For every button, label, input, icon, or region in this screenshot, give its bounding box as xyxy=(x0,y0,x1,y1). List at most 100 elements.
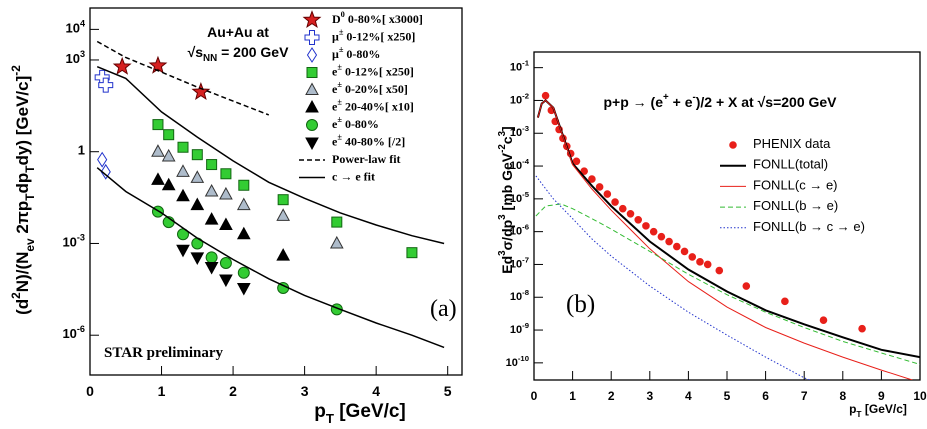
marker xyxy=(781,297,789,306)
legend-label: e± 0-20%[ x50] xyxy=(332,80,408,95)
marker xyxy=(190,170,205,183)
marker xyxy=(276,208,290,221)
marker xyxy=(673,242,681,251)
marker xyxy=(219,217,233,231)
y-tick-label: 10-4 xyxy=(510,157,530,172)
marker xyxy=(329,235,344,249)
x-tick-label: 2 xyxy=(229,383,237,399)
marker xyxy=(696,258,704,266)
marker xyxy=(190,197,205,211)
marker xyxy=(276,248,290,261)
marker xyxy=(152,119,164,131)
marker xyxy=(151,172,165,185)
marker xyxy=(236,226,251,240)
marker xyxy=(206,159,218,171)
legend-label: e± 40-80% [/2] xyxy=(332,133,405,148)
legend-swatch xyxy=(305,137,319,151)
marker xyxy=(703,260,712,269)
legend-label: μ± 0-12%[ x250] xyxy=(332,28,415,43)
legend-swatch xyxy=(306,119,318,131)
plot-frame xyxy=(89,7,463,376)
legend-label: FONLL(b → c → e) xyxy=(753,219,865,234)
legend-swatch xyxy=(306,67,318,78)
panel-b: p+p → (e+ + e-)/2 + X at √s=200 GeV pT [… xyxy=(497,51,927,419)
legend-swatch xyxy=(306,47,318,63)
marker xyxy=(742,282,751,290)
legend-label: e± 0-12%[ x250] xyxy=(332,63,414,78)
marker xyxy=(580,167,588,175)
x-tick-label: 6 xyxy=(762,389,769,403)
marker xyxy=(148,55,168,74)
marker xyxy=(204,261,219,275)
marker xyxy=(541,91,550,100)
x-tick-label: 0 xyxy=(531,389,538,403)
marker xyxy=(406,247,418,259)
marker xyxy=(588,175,596,183)
legend-label: PHENIX data xyxy=(753,136,831,151)
marker xyxy=(642,222,650,230)
series-line xyxy=(535,203,920,365)
y-tick-label: 10-10 xyxy=(506,353,529,368)
annotation: √sNN = 200 GeV xyxy=(188,44,290,64)
chart-title: p+p → (e+ + e-)/2 + X at √s=200 GeV xyxy=(603,92,837,110)
marker xyxy=(819,316,828,324)
marker xyxy=(688,253,697,261)
legend-swatch xyxy=(304,30,320,45)
series-line xyxy=(96,40,270,116)
marker xyxy=(277,194,289,206)
legend-swatch xyxy=(302,10,322,29)
x-tick-label: 3 xyxy=(646,389,653,403)
legend-label: c → e fit xyxy=(332,169,375,183)
x-axis-label: pT [GeV/c] xyxy=(314,401,406,426)
marker xyxy=(205,251,218,264)
marker xyxy=(151,144,165,157)
series-line xyxy=(96,66,445,349)
y-tick-label: 10-1 xyxy=(510,58,530,73)
marker xyxy=(715,266,724,275)
marker xyxy=(219,256,232,269)
y-tick-label: 103 xyxy=(65,49,85,66)
x-axis-label: pT [GeV/c] xyxy=(849,402,907,419)
marker xyxy=(665,237,673,246)
y-tick-label: 10-6 xyxy=(62,325,85,342)
legend-label: FONLL(c → e) xyxy=(753,178,838,193)
legend-label: e± 20-40%[ x10] xyxy=(332,98,414,113)
marker xyxy=(163,129,175,141)
marker xyxy=(626,210,635,218)
marker xyxy=(611,198,619,206)
marker xyxy=(204,212,219,225)
marker xyxy=(191,82,211,100)
marker xyxy=(161,148,176,162)
y-axis-label: Ed3σ/dp3 [mb GeV-2c3] xyxy=(497,126,515,273)
marker xyxy=(98,77,114,93)
marker xyxy=(657,232,666,241)
y-tick-label: 10-5 xyxy=(510,189,530,204)
legend-swatch xyxy=(729,141,737,149)
marker xyxy=(191,149,203,161)
y-tick-label: 1 xyxy=(78,143,85,158)
x-tick-label: 1 xyxy=(569,389,576,403)
y-tick-label: 10-2 xyxy=(510,91,529,106)
marker xyxy=(634,215,643,224)
y-tick-label: 10-6 xyxy=(510,222,529,237)
marker xyxy=(236,282,251,296)
legend-label: μ± 0-80% xyxy=(332,45,380,60)
marker xyxy=(618,204,627,213)
x-tick-label: 4 xyxy=(372,383,380,399)
marker xyxy=(161,177,176,191)
marker xyxy=(190,252,205,265)
x-tick-label: 0 xyxy=(86,383,94,399)
panel-a: pT [GeV/c] (d2N)/(Nev 2πpTdpTdy) [GeV/c]… xyxy=(9,7,463,426)
marker xyxy=(112,56,132,75)
marker xyxy=(572,157,581,166)
x-tick-label: 1 xyxy=(158,383,166,399)
marker xyxy=(236,197,251,211)
marker xyxy=(176,244,190,258)
marker xyxy=(238,179,250,191)
y-tick-label: 10-8 xyxy=(510,288,530,303)
legend-swatch xyxy=(305,99,319,113)
legend-swatch xyxy=(305,82,319,95)
y-tick-label: 104 xyxy=(65,19,85,36)
